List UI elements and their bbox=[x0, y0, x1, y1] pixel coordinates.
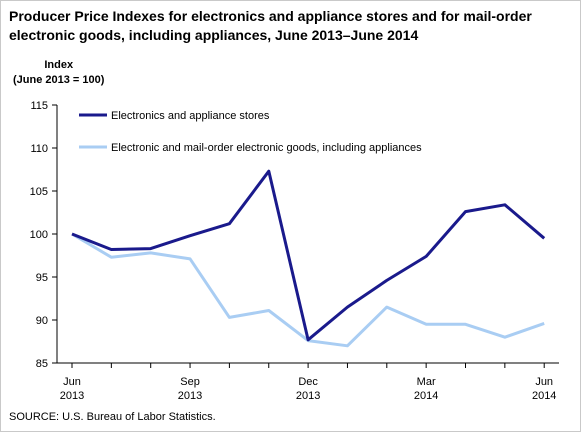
y-tick-label: 105 bbox=[30, 186, 48, 198]
x-tick-label-month: Dec bbox=[298, 376, 318, 388]
x-tick-label-month: Jun bbox=[63, 376, 81, 388]
y-ticks: 85 90 95 100 105 110 115 bbox=[30, 100, 57, 370]
x-tick-label-year: 2013 bbox=[296, 390, 320, 402]
x-tick-label-year: 2013 bbox=[178, 390, 202, 402]
series-lines bbox=[71, 169, 546, 348]
y-tick-label: 110 bbox=[30, 143, 48, 155]
y-axis-label: Index (June 2013 = 100) bbox=[13, 58, 104, 88]
legend: Electronics and appliance stores Electron… bbox=[79, 110, 422, 154]
y-tick-label: 85 bbox=[36, 358, 48, 370]
chart-title: Producer Price Indexes for electronics a… bbox=[9, 8, 532, 43]
y-tick-label: 95 bbox=[36, 272, 48, 284]
x-tick-label-month: Mar bbox=[417, 376, 436, 388]
legend-label: Electronic and mail-order electronic goo… bbox=[111, 142, 422, 154]
y-tick-label: 115 bbox=[30, 100, 48, 112]
series-line-1 bbox=[71, 232, 545, 348]
y-tick-label: 90 bbox=[36, 315, 48, 327]
series-line-0 bbox=[71, 169, 546, 342]
source-note: SOURCE: U.S. Bureau of Labor Statistics. bbox=[9, 411, 216, 423]
x-tick-label-year: 2014 bbox=[532, 390, 556, 402]
x-tick-label-year: 2013 bbox=[60, 390, 84, 402]
x-tick-label-month: Jun bbox=[535, 376, 553, 388]
x-tick-label-year: 2014 bbox=[414, 390, 438, 402]
y-tick-label: 100 bbox=[30, 229, 48, 241]
legend-label: Electronics and appliance stores bbox=[111, 110, 270, 122]
x-tick-label-month: Sep bbox=[180, 376, 200, 388]
y-axis-label-line1: Index bbox=[44, 59, 74, 71]
y-axis-label-line2: (June 2013 = 100) bbox=[13, 74, 105, 86]
x-ticks: Jun 2013 Sep 2013 Dec 2013 Mar 2014 Jun 2014 bbox=[60, 363, 556, 402]
